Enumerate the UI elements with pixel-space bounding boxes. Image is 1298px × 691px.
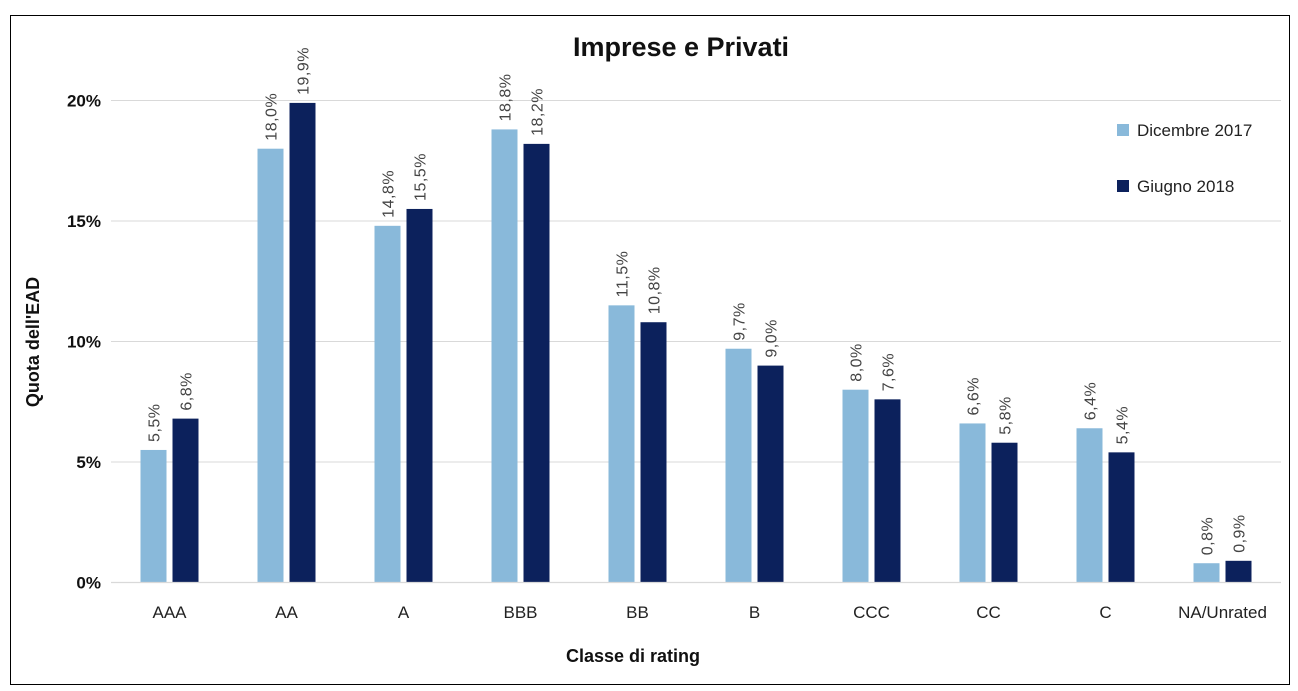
- bar-dicembre-2017-bb: [608, 305, 635, 583]
- y-tick-label: 15%: [67, 212, 101, 231]
- bar-dicembre-2017-ccc: [842, 389, 869, 583]
- x-tick-label-bb: BB: [626, 603, 649, 622]
- data-labels: 5,5% 6,8% 18,0% 19,9% 14,8% 15,5% 18,8% 18,2% 11…: [147, 47, 1249, 555]
- data-label-dicembre-2017-cc: 6,6%: [966, 377, 983, 415]
- data-label-dicembre-2017-bbb: 18,8%: [498, 74, 515, 122]
- y-tick-label: 5%: [76, 453, 101, 472]
- bars: [140, 102, 1252, 583]
- x-tick-label-na-unrated: NA/Unrated: [1178, 603, 1267, 622]
- bar-dicembre-2017-na-unrated: [1193, 563, 1220, 583]
- data-label-giugno-2018-ccc: 7,6%: [881, 353, 898, 391]
- y-tick-label: 0%: [76, 574, 101, 593]
- data-label-dicembre-2017-aa: 18,0%: [264, 93, 281, 141]
- legend-label-dicembre-2017: Dicembre 2017: [1137, 121, 1252, 140]
- x-tick-label-ccc: CCC: [853, 603, 890, 622]
- data-label-dicembre-2017-ccc: 8,0%: [849, 343, 866, 381]
- bar-giugno-2018-aaa: [172, 418, 199, 583]
- bar-giugno-2018-c: [1108, 452, 1135, 583]
- bar-dicembre-2017-b: [725, 348, 752, 583]
- y-axis-title: Quota dell'EAD: [23, 277, 43, 407]
- data-label-dicembre-2017-na-unrated: 0,8%: [1200, 517, 1217, 555]
- x-axis-ticks: AAA AA A BBB BB B CCC CC C NA/Unrated: [152, 603, 1266, 622]
- x-tick-label-bbb: BBB: [503, 603, 537, 622]
- bar-dicembre-2017-a: [374, 225, 401, 583]
- data-label-giugno-2018-a: 15,5%: [413, 153, 430, 201]
- x-tick-label-c: C: [1099, 603, 1111, 622]
- legend-swatch-giugno-2018: [1117, 180, 1129, 192]
- chart-frame: 0% 5% 10% 15% 20% 5,5% 6,8% 18,0% 19,9% 14,8% 15,…: [10, 15, 1290, 685]
- data-label-giugno-2018-aa: 19,9%: [296, 47, 313, 95]
- data-label-dicembre-2017-a: 14,8%: [381, 170, 398, 218]
- legend-swatch-dicembre-2017: [1117, 124, 1129, 136]
- data-label-giugno-2018-aaa: 6,8%: [179, 372, 196, 410]
- bar-giugno-2018-b: [757, 365, 784, 583]
- y-tick-label: 10%: [67, 333, 101, 352]
- bar-dicembre-2017-c: [1076, 428, 1103, 583]
- x-tick-label-a: A: [398, 603, 410, 622]
- bar-giugno-2018-aa: [289, 102, 316, 583]
- x-tick-label-aa: AA: [275, 603, 298, 622]
- y-axis-ticks: 0% 5% 10% 15% 20%: [67, 92, 101, 593]
- bar-giugno-2018-na-unrated: [1225, 560, 1252, 583]
- data-label-dicembre-2017-c: 6,4%: [1083, 382, 1100, 420]
- data-label-giugno-2018-bb: 10,8%: [647, 266, 664, 314]
- data-label-dicembre-2017-aaa: 5,5%: [147, 403, 164, 441]
- legend-label-giugno-2018: Giugno 2018: [1137, 177, 1234, 196]
- bar-giugno-2018-a: [406, 208, 433, 583]
- x-tick-label-b: B: [749, 603, 760, 622]
- chart-title: Imprese e Privati: [573, 32, 789, 62]
- bar-giugno-2018-cc: [991, 442, 1018, 583]
- gridlines: [111, 100, 1281, 463]
- bar-dicembre-2017-aa: [257, 148, 284, 583]
- data-label-dicembre-2017-b: 9,7%: [732, 302, 749, 340]
- x-tick-label-cc: CC: [976, 603, 1001, 622]
- bar-dicembre-2017-cc: [959, 423, 986, 583]
- data-label-giugno-2018-na-unrated: 0,9%: [1232, 514, 1249, 552]
- data-label-dicembre-2017-bb: 11,5%: [615, 251, 632, 298]
- bar-giugno-2018-bb: [640, 322, 667, 583]
- x-tick-label-aaa: AAA: [152, 603, 187, 622]
- y-tick-label: 20%: [67, 92, 101, 111]
- bar-dicembre-2017-aaa: [140, 449, 167, 583]
- data-label-giugno-2018-cc: 5,8%: [998, 396, 1015, 434]
- bar-giugno-2018-bbb: [523, 143, 550, 583]
- data-label-giugno-2018-bbb: 18,2%: [530, 88, 547, 136]
- bar-giugno-2018-ccc: [874, 399, 901, 583]
- bar-dicembre-2017-bbb: [491, 129, 518, 583]
- x-axis-title: Classe di rating: [566, 646, 700, 666]
- legend: Dicembre 2017 Giugno 2018: [1117, 121, 1252, 196]
- bar-chart: 0% 5% 10% 15% 20% 5,5% 6,8% 18,0% 19,9% 14,8% 15,…: [23, 32, 1281, 666]
- data-label-giugno-2018-c: 5,4%: [1115, 406, 1132, 444]
- data-label-giugno-2018-b: 9,0%: [764, 319, 781, 357]
